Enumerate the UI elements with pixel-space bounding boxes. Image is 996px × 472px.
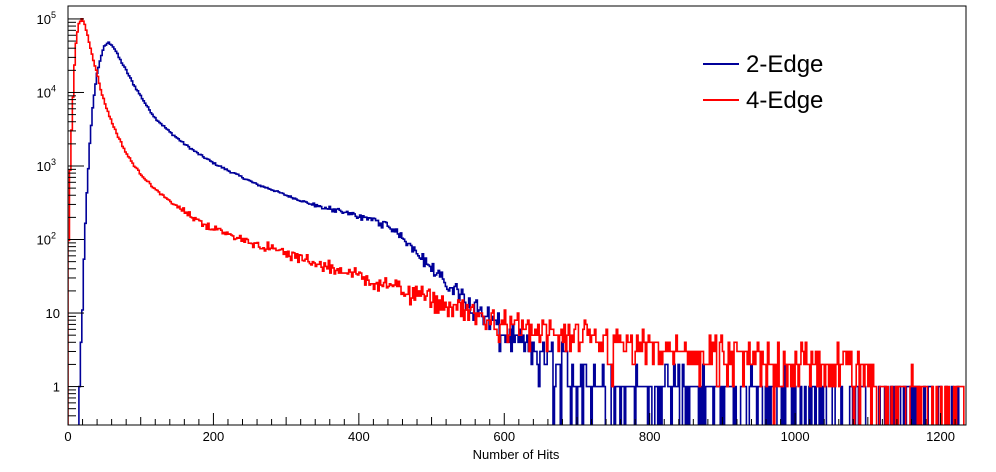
x-tick-label: 800 — [639, 429, 661, 444]
x-tick-label: 0 — [64, 429, 71, 444]
y-tick-label: 104 — [37, 83, 56, 100]
x-tick-label: 200 — [203, 429, 225, 444]
plot-frame — [67, 5, 967, 426]
y-tick-label: 10 — [46, 306, 60, 321]
y-tick-label: 1 — [53, 380, 60, 395]
series-layer — [68, 18, 965, 425]
x-tick-label: 1000 — [781, 429, 810, 444]
y-tick-label: 105 — [37, 10, 56, 27]
legend-label: 2-Edge — [746, 51, 823, 78]
legend: 2-Edge 4-Edge — [703, 51, 823, 114]
x-axis: 0 200 400 600 800 1000 1200 — [64, 413, 956, 444]
x-axis-title: Number of Hits — [473, 447, 560, 462]
x-tick-label: 400 — [348, 429, 370, 444]
y-tick-label: 102 — [37, 231, 56, 248]
legend-label: 4-Edge — [746, 87, 823, 114]
series-line-4-Edge — [68, 18, 965, 425]
x-tick-label: 600 — [493, 429, 515, 444]
y-axis: 1 10 102 103 104 105 — [37, 10, 84, 426]
x-tick-label: 1200 — [926, 429, 955, 444]
y-tick-label: 103 — [37, 157, 56, 174]
